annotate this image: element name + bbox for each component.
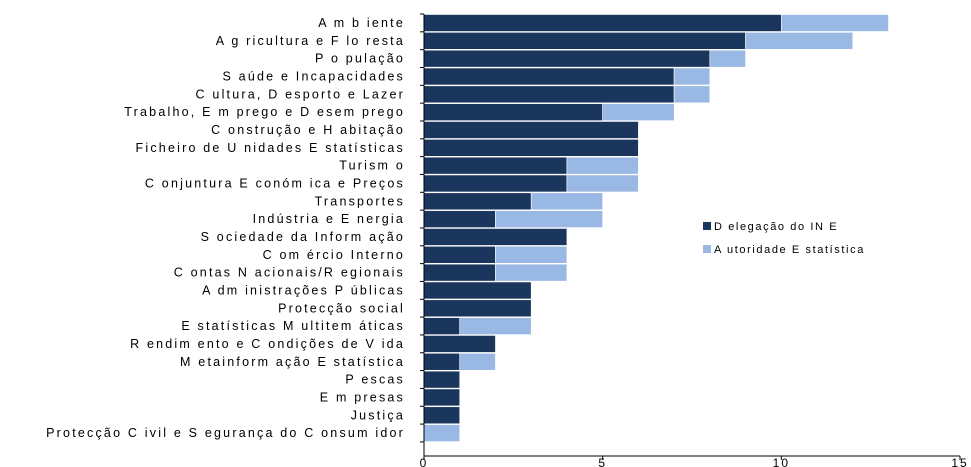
- bar-delegacao: [423, 281, 532, 300]
- bar-delegacao: [423, 14, 782, 32]
- bar-delegacao: [423, 317, 461, 335]
- bar-delegacao: [423, 228, 568, 246]
- x-tick-label: 5: [598, 456, 607, 467]
- bar-delegacao: [423, 121, 639, 139]
- bar-delegacao: [423, 103, 603, 121]
- bar-delegacao: [423, 210, 496, 228]
- legend-swatch: [703, 222, 711, 230]
- bar-delegacao: [423, 174, 568, 193]
- bar-autoridade: [709, 49, 746, 68]
- bar-autoridade: [602, 103, 675, 121]
- axes-layer: [420, 13, 960, 457]
- category-label: Protecção social: [278, 301, 405, 315]
- bar-autoridade: [495, 210, 603, 228]
- category-label: Turism o: [339, 159, 405, 173]
- category-labels: A m b iente A g ricultura e F lo resta P o…: [46, 16, 405, 440]
- category-label: C om ércio Interno: [263, 248, 405, 262]
- x-axis-ticks: 0 5 10 15: [420, 456, 968, 467]
- bar-delegacao: [423, 335, 496, 353]
- bar-autoridade: [673, 67, 711, 86]
- bar-delegacao: [423, 49, 711, 68]
- category-label: Ficheiro de U nidades E statísticas: [136, 141, 405, 155]
- bar-delegacao: [423, 299, 532, 318]
- bar-delegacao: [423, 406, 461, 425]
- bars-layer: [423, 14, 889, 442]
- category-label: E statísticas M ultitem áticas: [181, 319, 405, 333]
- bar-delegacao: [423, 263, 496, 282]
- category-label: A m b iente: [318, 16, 405, 30]
- category-label: C ontas N acionais/R egionais: [174, 266, 405, 280]
- category-label: M etainform ação E statística: [180, 355, 405, 369]
- bar-delegacao: [423, 156, 568, 175]
- x-tick-label: 0: [420, 456, 429, 467]
- bar-delegacao: [423, 85, 675, 104]
- x-tick-label: 15: [951, 456, 968, 467]
- category-label: E m presas: [320, 390, 405, 404]
- bar-delegacao: [423, 32, 746, 50]
- category-label: C ultura, D esporto e Lazer: [196, 87, 405, 101]
- category-label: C onstrução e H abitação: [211, 123, 405, 137]
- bar-delegacao: [423, 192, 532, 211]
- bar-autoridade: [530, 192, 603, 211]
- x-tick-label: 10: [773, 456, 790, 467]
- category-label: Justiça: [351, 408, 405, 422]
- category-label: S ociedade da Inform ação: [201, 230, 405, 244]
- bar-delegacao: [423, 370, 461, 389]
- bar-autoridade: [566, 156, 639, 175]
- bar-delegacao: [423, 67, 675, 86]
- bar-autoridade: [566, 174, 639, 193]
- bar-delegacao: [423, 139, 639, 157]
- category-label: P escas: [345, 373, 405, 387]
- category-label: C onjuntura E conóm ica e Preços: [145, 176, 405, 190]
- category-label: S aúde e Incapacidades: [222, 69, 405, 83]
- bar-autoridade: [495, 263, 568, 282]
- bar-delegacao: [423, 388, 461, 407]
- legend-label: A utoridade E statística: [714, 244, 865, 256]
- bar-autoridade: [459, 317, 532, 335]
- bar-autoridade: [423, 424, 461, 442]
- bar-autoridade: [781, 14, 889, 32]
- category-label: A g ricultura e F lo resta: [216, 34, 405, 48]
- category-label: Indústria e E nergia: [253, 212, 405, 226]
- bar-delegacao: [423, 245, 496, 264]
- category-label: Transportes: [315, 194, 405, 208]
- bar-autoridade: [745, 32, 854, 50]
- legend-swatch: [703, 245, 711, 253]
- legend-label: D elegação do IN E: [714, 221, 838, 233]
- category-label: A dm inistrações P úblicas: [202, 283, 405, 297]
- category-label: Trabalho, E m prego e D esem prego: [124, 105, 405, 119]
- category-label: P o pulação: [315, 52, 405, 66]
- bar-autoridade: [459, 352, 496, 371]
- legend: D elegação do IN E A utoridade E statísti…: [703, 221, 865, 256]
- category-label: R endim ento e C ondições de V ida: [130, 337, 405, 351]
- category-label: Protecção C ivil e S egurança do C onsum…: [46, 426, 405, 440]
- bar-autoridade: [673, 85, 711, 104]
- bar-autoridade: [495, 245, 568, 264]
- bar-delegacao: [423, 352, 461, 371]
